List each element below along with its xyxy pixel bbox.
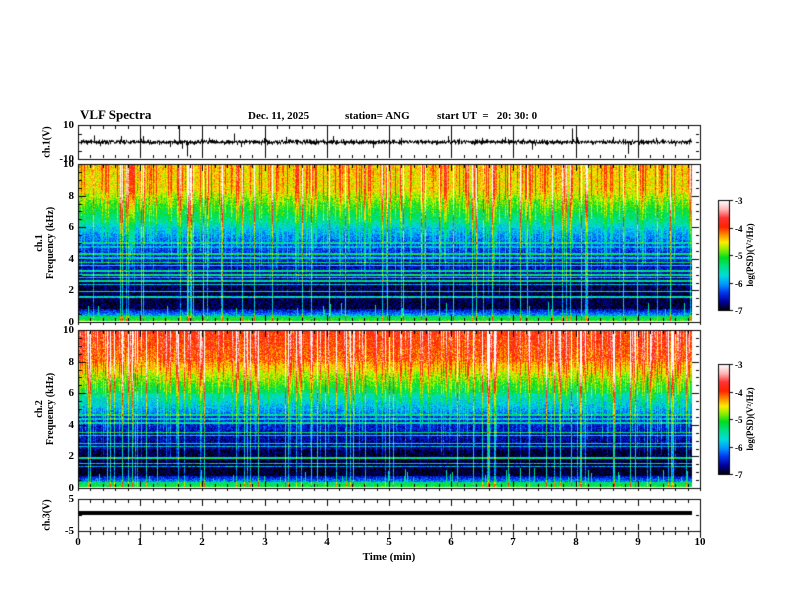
time-axis-tick-label: 8 [573,536,579,548]
time-axis-tick-label: 7 [510,536,516,548]
colorbar1-tick-label: -3 [735,196,743,206]
colorbar1-tick-label: -4 [735,224,743,234]
ch2-frequency-axis-label-line2: Frequency (kHz) [45,372,56,446]
ch1-frequency-tick-label: 10 [63,158,74,170]
ch2-frequency-axis-label-line1: ch.2 [34,400,45,418]
ch2-frequency-tick-label: 8 [68,356,75,368]
ch1-frequency-axis-label-line2: Frequency (kHz) [45,206,56,280]
ch1-frequency-tick-label: 6 [68,221,75,233]
time-axis-tick-label: 9 [635,536,641,548]
ch2-frequency-tick-label: 6 [68,387,75,399]
ch1-frequency-tick-label: 0 [68,316,75,328]
ch2-frequency-tick-label: 4 [68,419,75,431]
ch2-frequency-tick-label: 0 [68,482,75,494]
ch3-voltage-tick-label: 5 [68,493,75,505]
time-axis-tick-label: 2 [199,536,205,548]
ch1-frequency-axis-label-line1: ch.1 [34,234,45,252]
start-ut-label: start UT = 20: 30: 0 [437,110,538,122]
ch3-voltage-tick-label: -5 [64,525,74,537]
colorbar2-tick-label: -3 [735,360,743,370]
ch2-frequency-tick-label: 10 [63,324,74,336]
ch1-voltage-tick-label: -10 [59,153,74,165]
ch1-frequency-axis-label: ch.1 Frequency (kHz) [34,207,56,279]
ch2-frequency-tick-label: 2 [68,450,75,462]
time-axis-tick-label: 6 [448,536,454,548]
time-axis-tick-label: 10 [694,536,706,548]
ch1-voltage-tick-label: 10 [63,119,74,131]
time-axis-tick-label: 5 [386,536,392,548]
ch1-frequency-tick-label: 4 [68,253,75,265]
time-axis-tick-label: 0 [75,536,81,548]
ch1-frequency-tick-label: 2 [68,284,75,296]
time-axis-tick-label: 3 [262,536,268,548]
colorbar2-tick-label: -7 [735,470,743,480]
colorbar2-tick-label: -4 [735,388,743,398]
figure-title: VLF Spectra [80,107,152,122]
colorbar1-tick-label: -7 [735,306,743,316]
date-label: Dec. 11, 2025 [248,110,310,122]
time-axis-label: Time (min) [362,551,416,563]
time-axis-tick-label: 1 [137,536,143,548]
colorbar1-tick-label: -5 [735,251,743,261]
ch2-frequency-axis-label: ch.2 Frequency (kHz) [34,373,56,445]
colorbar2-tick-label: -6 [735,443,743,453]
station-label: station= ANG [345,110,410,122]
colorbar1-tick-label: -6 [735,279,743,289]
ch1-frequency-tick-label: 8 [68,190,75,202]
colorbar2-tick-label: -5 [735,415,743,425]
time-axis-tick-label: 4 [324,536,330,548]
